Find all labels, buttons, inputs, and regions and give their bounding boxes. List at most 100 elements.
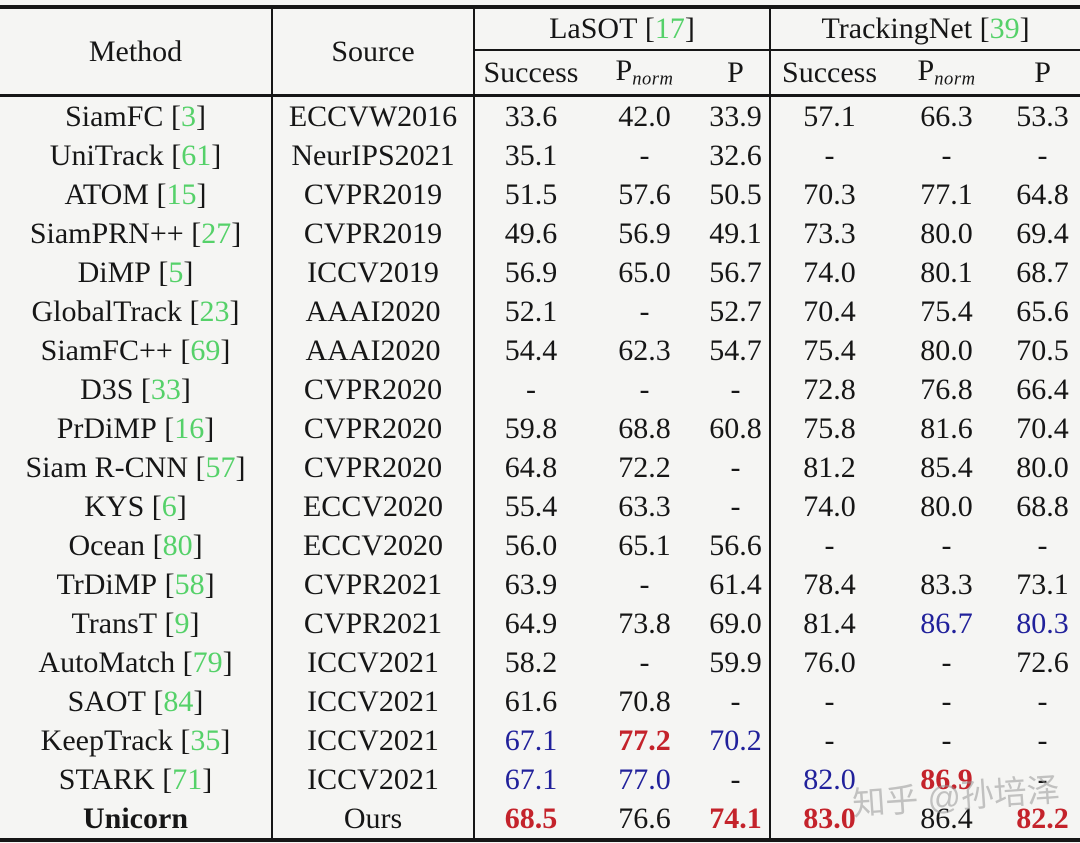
group-header-row: Method Source LaSOT [17] TrackingNet [39… bbox=[0, 5, 1080, 97]
lasot-pnorm-value: 68.8 bbox=[618, 412, 671, 445]
citation-bracket: [ bbox=[163, 139, 182, 172]
lasot-p-value: 49.1 bbox=[702, 214, 772, 253]
lasot-p-value: 74.1 bbox=[702, 799, 772, 842]
citation-bracket: ] bbox=[231, 217, 242, 250]
subheader-lasot-pnorm: Pnorm bbox=[587, 50, 702, 97]
method-cell: PrDiMP [16] bbox=[0, 409, 273, 448]
trackingnet-success-value: - bbox=[824, 139, 835, 172]
trackingnet-success-value: 81.4 bbox=[803, 607, 856, 640]
lasot-success-value: 35.1 bbox=[504, 139, 558, 172]
trackingnet-pnorm-value: 80.0 bbox=[920, 490, 973, 523]
lasot-pnorm-value: 42.0 bbox=[618, 100, 671, 133]
lasot-success-value: 67.1 bbox=[504, 724, 558, 757]
trackingnet-success-value: 57.1 bbox=[803, 100, 856, 133]
method-cell: SAOT [84] bbox=[0, 682, 273, 721]
trackingnet-success-value: 70.3 bbox=[803, 178, 856, 211]
trackingnet-success-value: 70.4 bbox=[803, 295, 856, 328]
table-row: Siam R-CNN [57] CVPR2020 64.8 72.2-81.2 85.4… bbox=[0, 448, 1080, 487]
trackingnet-pnorm-value: 83.3 bbox=[920, 568, 973, 601]
lasot-p-value: 59.9 bbox=[702, 643, 772, 682]
table-row: TrDiMP [58] CVPR2021 63.9 - 61.4 78.4 83.3 73.1 bbox=[0, 565, 1080, 604]
source-cell: CVPR2021 bbox=[272, 565, 475, 604]
citation-bracket: [ bbox=[145, 529, 163, 562]
trackingnet-p-value: 70.5 bbox=[1016, 334, 1069, 367]
citation-bracket: ] bbox=[183, 256, 194, 289]
citation-number: 69 bbox=[190, 334, 221, 367]
lasot-pnorm-value: 65.0 bbox=[618, 256, 671, 289]
source-cell: CVPR2020 bbox=[272, 370, 475, 409]
trackingnet-success-value: - bbox=[824, 529, 835, 562]
source-cell: CVPR2020 bbox=[272, 409, 475, 448]
citation-bracket: ] bbox=[192, 529, 203, 562]
lasot-success-value: 64.8 bbox=[504, 451, 558, 484]
table-row: KYS [6] ECCV2020 55.4 63.3-74.0 80.0 68.8 bbox=[0, 487, 1080, 526]
citation-bracket: [ bbox=[188, 451, 206, 484]
trackingnet-citation: 39 bbox=[989, 12, 1020, 45]
trackingnet-success-value: 81.2 bbox=[803, 451, 856, 484]
col-group-trackingnet: TrackingNet [39] bbox=[770, 5, 1080, 51]
trackingnet-p-value: 72.6 bbox=[1016, 646, 1069, 679]
subheader-lasot-p: P bbox=[702, 50, 772, 97]
source-cell: ICCV2021 bbox=[272, 760, 475, 799]
lasot-pnorm-value: 76.6 bbox=[587, 799, 702, 842]
subheader-trackingnet-success: Success bbox=[770, 50, 889, 97]
citation-bracket: ] bbox=[222, 646, 233, 679]
trackingnet-success-value: - bbox=[824, 685, 835, 718]
lasot-pnorm-value: 73.8 bbox=[618, 607, 671, 640]
source-cell: Ours bbox=[272, 799, 475, 842]
lasot-success-value: 61.6 bbox=[504, 685, 558, 718]
method-cell: AutoMatch [79] bbox=[0, 643, 273, 682]
method-cell: D3S [33] bbox=[0, 370, 273, 409]
trackingnet-pnorm-value: 76.8 bbox=[920, 373, 973, 406]
trackingnet-success-value: 74.0 bbox=[803, 490, 856, 523]
citation-number: 27 bbox=[201, 217, 232, 250]
method-cell: Siam R-CNN [57] bbox=[0, 448, 273, 487]
citation-bracket: [ bbox=[972, 12, 990, 45]
trackingnet-p-value: 73.1 bbox=[1016, 568, 1069, 601]
table-row: PrDiMP [16] CVPR2020 59.8 68.8 60.8 75.8 81.6 7… bbox=[0, 409, 1080, 448]
lasot-pnorm-value: - bbox=[639, 295, 650, 328]
trackingnet-pnorm-value: - bbox=[941, 646, 952, 679]
citation-number: 16 bbox=[174, 412, 205, 445]
trackingnet-pnorm-value: 80.1 bbox=[920, 256, 973, 289]
source-cell: ECCVW2016 bbox=[272, 95, 475, 136]
source-cell: CVPR2019 bbox=[272, 175, 475, 214]
trackingnet-success-value: 82.0 bbox=[803, 763, 856, 796]
table-row: Unicorn Ours 68.5 76.6 74.1 83.0 86.4 82.2 bbox=[0, 799, 1080, 842]
citation-number: 80 bbox=[162, 529, 193, 562]
lasot-p-value: 56.7 bbox=[702, 253, 772, 292]
lasot-success-value: 67.1 bbox=[504, 763, 558, 796]
citation-bracket: ] bbox=[220, 724, 231, 757]
method-cell: Ocean [80] bbox=[0, 526, 273, 565]
trackingnet-label: TrackingNet bbox=[821, 12, 973, 45]
lasot-pnorm-value: 65.1 bbox=[618, 529, 671, 562]
lasot-p-value: 70.2 bbox=[702, 721, 772, 760]
trackingnet-p-value: 53.3 bbox=[1016, 100, 1069, 133]
trackingnet-pnorm-value: 86.7 bbox=[920, 607, 973, 640]
trackingnet-success-value: 75.8 bbox=[803, 412, 856, 445]
lasot-success-value: 58.2 bbox=[504, 646, 558, 679]
subheader-trackingnet-p: P bbox=[1005, 50, 1080, 97]
citation-number: 23 bbox=[199, 295, 230, 328]
table-row: DiMP [5] ICCV2019 56.9 65.0 56.7 74.0 80.1 68.7 bbox=[0, 253, 1080, 292]
trackingnet-success-value: 83.0 bbox=[770, 799, 889, 842]
source-cell: CVPR2019 bbox=[272, 214, 475, 253]
col-header-source: Source bbox=[272, 5, 475, 97]
lasot-p-value: 52.7 bbox=[702, 292, 772, 331]
trackingnet-success-value: 78.4 bbox=[803, 568, 856, 601]
source-cell: ECCV2020 bbox=[272, 487, 475, 526]
trackingnet-pnorm-value: 66.3 bbox=[920, 100, 973, 133]
trackingnet-success-value: 73.3 bbox=[803, 217, 856, 250]
citation-bracket: ] bbox=[204, 412, 215, 445]
trackingnet-pnorm-value: 85.4 bbox=[920, 451, 973, 484]
citation-number: 33 bbox=[150, 373, 181, 406]
trackingnet-p-value: 68.8 bbox=[1016, 490, 1069, 523]
lasot-pnorm-value: 77.2 bbox=[618, 724, 671, 757]
table-row: Ocean [80] ECCV2020 56.0 65.1 56.6 - - - bbox=[0, 526, 1080, 565]
lasot-p-value: - bbox=[702, 682, 772, 721]
source-cell: AAAI2020 bbox=[272, 331, 475, 370]
citation-bracket: [ bbox=[133, 373, 151, 406]
source-cell: ICCV2021 bbox=[272, 721, 475, 760]
table-body: SiamFC [3] ECCVW2016 33.6 42.0 33.9 57.1 66.3 5… bbox=[0, 95, 1080, 842]
citation-bracket: ] bbox=[189, 607, 200, 640]
